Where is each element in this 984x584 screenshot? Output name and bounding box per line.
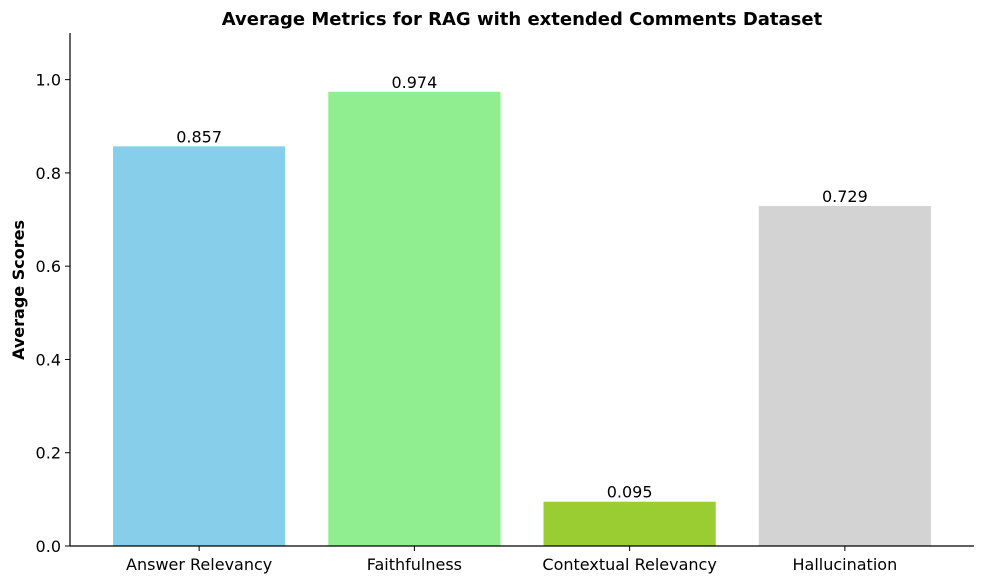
bar-answer-relevancy — [113, 146, 286, 547]
y-ticks-layer: 0.0 0.2 0.4 0.6 0.8 1.0 — [36, 71, 70, 556]
value-label-hallucination: 0.729 — [822, 187, 868, 206]
x-tick-label-faithfulness: Faithfulness — [367, 555, 462, 574]
y-tick-label: 0.8 — [36, 164, 61, 183]
y-axis-label: Average Scores — [9, 220, 28, 360]
x-ticks-layer: Answer Relevancy Faithfulness Contextual R… — [126, 546, 897, 574]
y-tick-label: 0.6 — [36, 257, 61, 276]
x-tick-label-answer-relevancy: Answer Relevancy — [126, 555, 272, 574]
x-tick-label-hallucination: Hallucination — [793, 555, 898, 574]
y-tick-label: 0.2 — [36, 444, 61, 463]
y-tick-label: 0.4 — [36, 350, 61, 369]
value-labels-layer: 0.857 0.974 0.095 0.729 — [176, 73, 868, 502]
bars-layer — [113, 91, 931, 547]
bar-contextual-relevancy — [543, 501, 716, 546]
chart-title: Average Metrics for RAG with extended Co… — [222, 9, 823, 30]
bar-hallucination — [758, 206, 931, 546]
value-label-answer-relevancy: 0.857 — [176, 127, 222, 146]
bar-faithfulness — [328, 91, 501, 547]
value-label-contextual-relevancy: 0.095 — [607, 483, 653, 502]
y-tick-label: 1.0 — [36, 71, 61, 90]
value-label-faithfulness: 0.974 — [391, 73, 437, 92]
y-tick-label: 0.0 — [36, 537, 61, 556]
x-tick-label-contextual-relevancy: Contextual Relevancy — [542, 555, 716, 574]
